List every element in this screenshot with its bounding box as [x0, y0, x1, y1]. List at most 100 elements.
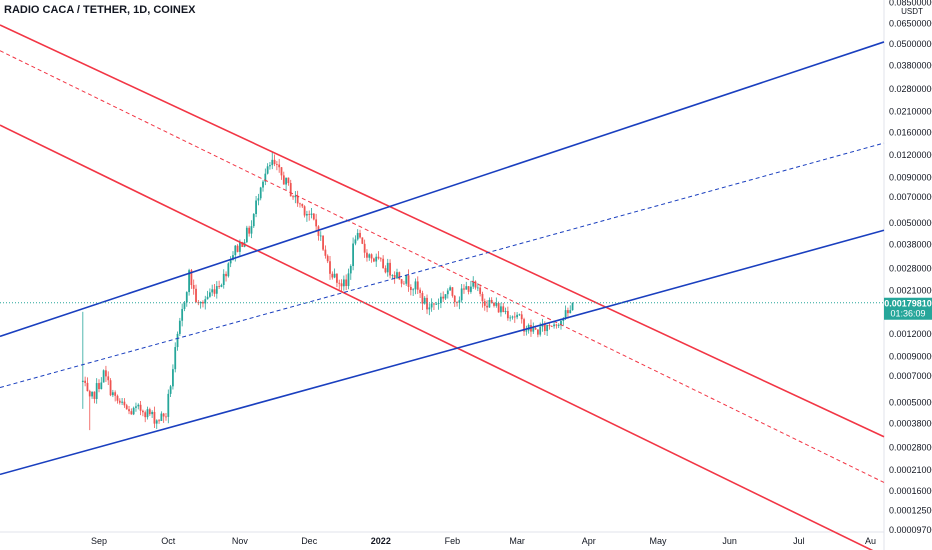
candle-body	[419, 289, 421, 293]
candle-body	[363, 243, 366, 253]
candle-body	[181, 308, 184, 321]
candle-body	[370, 254, 373, 259]
blue-channel-lower-line[interactable]	[0, 229, 885, 476]
candle-body	[338, 282, 341, 284]
candle-body	[100, 382, 103, 390]
candle-body	[481, 293, 484, 302]
price-tick-label: 0.00090000	[889, 352, 932, 362]
price-tick-label: 0.01600000	[889, 128, 932, 138]
price-tick-label: 0.06500000	[889, 19, 932, 29]
blue-channel-upper-line[interactable]	[0, 41, 885, 338]
candle-body	[560, 320, 562, 326]
red-channel-lower-line[interactable]	[0, 124, 884, 550]
candle-body	[98, 383, 100, 390]
candle-body	[139, 404, 142, 411]
trendlines-layer[interactable]	[0, 24, 885, 550]
red-channel-upper-line[interactable]	[0, 24, 885, 438]
price-axis[interactable]: 0.08500000 0.06500000 0.05000000 0.03800000…	[889, 0, 932, 535]
candle-body	[211, 289, 214, 293]
candle-body	[248, 227, 251, 234]
candle-body	[208, 292, 211, 297]
candle-body	[553, 324, 555, 327]
candle-body	[109, 380, 112, 396]
candle-body	[315, 219, 318, 227]
candle-body	[564, 310, 567, 319]
candle-body	[160, 413, 163, 422]
price-tick-label: 0.00280000	[889, 263, 932, 273]
candle-body	[287, 177, 290, 184]
price-tick-label: 0.02100000	[889, 106, 932, 116]
candle-body	[271, 159, 274, 166]
candle-body	[449, 287, 452, 291]
candle-body	[102, 370, 105, 383]
candle-body	[105, 370, 107, 377]
candle-body	[255, 200, 257, 215]
candle-body	[352, 243, 354, 267]
candle-body	[141, 410, 144, 413]
candle-body	[306, 214, 308, 216]
candle-body	[88, 391, 91, 397]
candle-body	[518, 314, 521, 316]
candle-body	[465, 286, 468, 290]
candle-body	[435, 303, 438, 305]
candle-body	[234, 245, 237, 256]
candle-body	[282, 175, 285, 185]
candle-body	[222, 273, 225, 285]
candle-body	[93, 391, 96, 399]
candle-body	[396, 272, 398, 279]
candle-body	[493, 302, 495, 306]
candle-body	[511, 316, 514, 318]
candle-body	[250, 226, 253, 234]
candle-body	[146, 409, 149, 418]
candle-body	[495, 303, 498, 306]
candle-body	[262, 181, 264, 188]
candle-body	[151, 411, 154, 415]
candle-body	[148, 409, 151, 415]
candle-body	[236, 245, 239, 252]
candle-body	[562, 318, 565, 321]
candle-body	[393, 275, 396, 279]
candle-body	[278, 164, 281, 168]
candle-body	[375, 256, 378, 262]
candle-body	[391, 275, 394, 276]
candle-body	[331, 273, 334, 278]
candle-body	[172, 369, 174, 387]
candle-body	[132, 407, 135, 415]
candle-body	[121, 401, 123, 403]
candle-body	[389, 262, 391, 276]
candle-body	[125, 405, 128, 410]
candle-body	[400, 279, 403, 284]
candle-body	[128, 409, 130, 412]
blue-channel-middle-line[interactable]	[0, 142, 885, 389]
time-tick-label: Dec	[301, 536, 318, 546]
candle-body	[95, 383, 98, 399]
candle-body	[229, 259, 232, 264]
candle-body	[567, 310, 569, 314]
candle-body	[439, 296, 442, 304]
candle-body	[329, 261, 331, 274]
candle-body	[259, 187, 262, 199]
red-channel-middle-line[interactable]	[0, 50, 885, 483]
candle-body	[218, 286, 221, 287]
candle-body	[412, 289, 415, 291]
candle-body	[548, 324, 551, 327]
candle-body	[273, 159, 276, 165]
candle-body	[220, 284, 223, 287]
candle-body	[428, 307, 431, 310]
candle-body	[488, 299, 491, 308]
candle-body	[537, 329, 539, 335]
candle-body	[504, 311, 507, 313]
candle-body	[414, 281, 417, 290]
candle-body	[185, 292, 188, 303]
candle-body	[333, 273, 336, 278]
candle-body	[453, 295, 456, 303]
candle-body	[252, 214, 255, 227]
candle-body	[195, 288, 197, 303]
time-tick-label: Jul	[793, 536, 805, 546]
candle-body	[403, 283, 405, 285]
candle-body	[123, 401, 126, 406]
candle-body	[296, 195, 299, 204]
time-axis[interactable]: Sep Oct Nov Dec 2022 Feb Mar Apr May Jun Jul Au	[91, 536, 876, 546]
candle-body	[398, 272, 401, 280]
